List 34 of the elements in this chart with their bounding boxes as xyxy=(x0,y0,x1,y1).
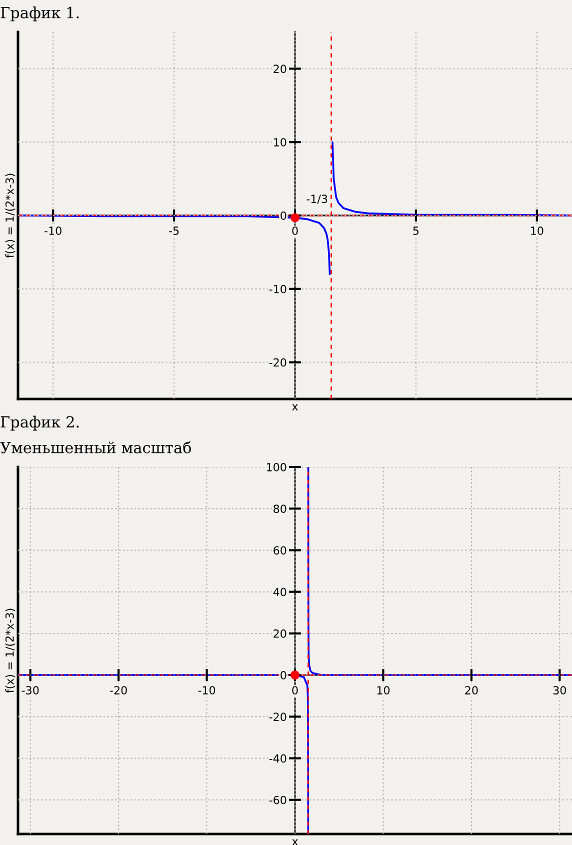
x-tick-label: 30 xyxy=(553,686,566,694)
x-tick-label: -5 xyxy=(169,226,179,235)
y-tick-label: 20 xyxy=(274,629,286,638)
chart-title: График 1. xyxy=(0,6,79,22)
y-tick-label: -60 xyxy=(269,796,286,804)
x-tick-label: -30 xyxy=(22,686,39,694)
y-tick-label: 10 xyxy=(274,138,286,146)
annotation: -1/3 xyxy=(306,194,328,204)
x-tick-label: -10 xyxy=(198,686,216,694)
x-tick-label: -10 xyxy=(44,226,62,235)
y-tick-label: -20 xyxy=(269,358,286,367)
y-tick-label: 100 xyxy=(266,462,286,472)
y-tick-label: 0 xyxy=(280,671,286,680)
y-tick-label: 40 xyxy=(273,588,286,596)
x-tick-label: 0 xyxy=(292,686,298,694)
y-tick-label: -10 xyxy=(269,284,286,294)
y-axis-title: f(x) = 1/(2*x-3) xyxy=(5,174,16,258)
y-tick-label: -20 xyxy=(269,712,286,722)
y-tick-label: 0 xyxy=(280,211,286,220)
y-tick-label: 80 xyxy=(274,504,286,513)
x-tick-label: 10 xyxy=(531,226,544,235)
x-tick-label: 0 xyxy=(292,226,298,235)
x-tick-label: -20 xyxy=(110,686,127,694)
x-tick-label: 20 xyxy=(465,686,478,694)
x-axis-title: x xyxy=(292,839,298,845)
chart-subtitle: Уменьшенный масштаб xyxy=(0,441,192,454)
y-axis-title: f(x) = 1/(2*x-3) xyxy=(5,608,16,693)
x-axis-title: x xyxy=(292,404,298,410)
x-tick-label: 5 xyxy=(413,226,419,235)
y-tick-label: 60 xyxy=(274,546,286,555)
chart-title: График 2. xyxy=(0,416,79,431)
y-tick-label: -40 xyxy=(269,754,286,763)
x-tick-label: 10 xyxy=(377,686,390,694)
y-tick-label: 20 xyxy=(274,64,286,74)
